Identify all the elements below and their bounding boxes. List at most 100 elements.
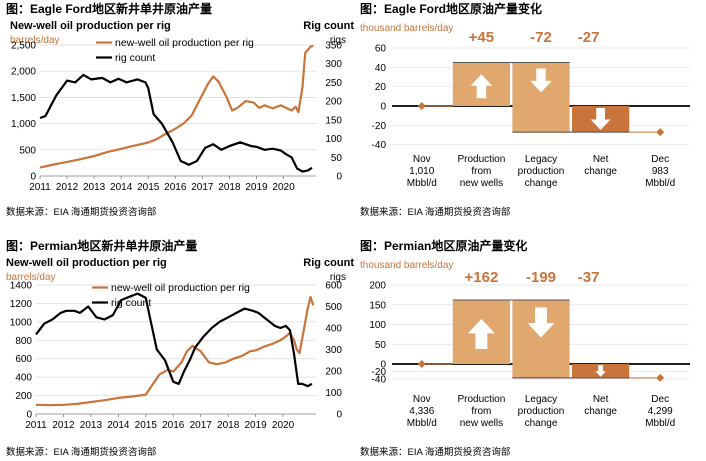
right-tick-label: 500 bbox=[325, 302, 342, 313]
right-tick-label: 250 bbox=[325, 78, 342, 89]
down-arrow-icon bbox=[527, 307, 555, 338]
y-tick-label: 50 bbox=[375, 340, 387, 351]
right-tick-label: 200 bbox=[325, 367, 342, 378]
value-label: -199 bbox=[526, 269, 556, 286]
x-tick-label: 2020 bbox=[272, 182, 295, 193]
category-label: Nov 1,010 Mbbl/d bbox=[407, 154, 437, 189]
category-label: Dec 4,299 Mbbl/d bbox=[645, 394, 675, 429]
x-tick-label: 2015 bbox=[137, 182, 160, 193]
category-label: Net change bbox=[584, 394, 617, 417]
y-tick-label: 200 bbox=[369, 281, 386, 292]
right-axis-title: Rig count bbox=[303, 257, 354, 269]
x-tick-label: 2013 bbox=[83, 182, 106, 193]
y-tick-label: -40 bbox=[372, 140, 387, 151]
x-tick-label: 2014 bbox=[107, 420, 130, 431]
chart-title: 图：Permian地区原油产量变化 bbox=[360, 238, 527, 253]
chart-subtitle: New-well oil production per rig bbox=[6, 257, 167, 269]
x-tick-label: 2020 bbox=[272, 420, 295, 431]
right-tick-label: 600 bbox=[325, 281, 342, 292]
right-axis-unit: rigs bbox=[330, 35, 346, 46]
chart-subtitle: New-well oil production per rig bbox=[10, 20, 171, 32]
start-marker bbox=[417, 360, 426, 368]
x-tick-label: 2014 bbox=[110, 182, 133, 193]
x-tick-label: 2011 bbox=[25, 420, 47, 431]
x-tick-label: 2019 bbox=[244, 420, 267, 431]
x-tick-label: 2018 bbox=[218, 182, 241, 193]
data-source: 数据来源：EIA 海通期货投资咨询部 bbox=[6, 206, 156, 218]
chart-title: 图：Permian地区新井单井原油产量 bbox=[6, 238, 197, 253]
left-tick-label: 200 bbox=[15, 391, 32, 402]
left-tick-label: 1,500 bbox=[11, 93, 36, 104]
right-tick-label: 0 bbox=[336, 172, 342, 183]
down-arrow-icon bbox=[590, 108, 611, 131]
y-tick-label: 20 bbox=[375, 82, 387, 93]
y-tick-label: -20 bbox=[372, 121, 387, 132]
data-source: 数据来源：EIA 海通期货投资咨询部 bbox=[360, 206, 510, 218]
right-tick-label: 350 bbox=[325, 41, 342, 52]
down-arrow-icon bbox=[595, 365, 606, 377]
category-label: Legacy production change bbox=[518, 394, 565, 429]
right-tick-label: 150 bbox=[325, 115, 342, 126]
up-arrow-icon bbox=[470, 74, 493, 99]
x-tick-label: 2015 bbox=[135, 420, 158, 431]
left-tick-label: 0 bbox=[26, 410, 32, 421]
x-tick-label: 2019 bbox=[245, 182, 268, 193]
production-line bbox=[35, 295, 315, 407]
down-arrow-icon bbox=[530, 68, 552, 93]
end-marker bbox=[656, 373, 665, 382]
left-tick-label: 2,000 bbox=[11, 67, 36, 78]
y-tick-label: -20 bbox=[372, 367, 387, 378]
y-tick-label: 60 bbox=[375, 44, 387, 55]
right-tick-label: 100 bbox=[325, 134, 342, 145]
value-label: -72 bbox=[530, 29, 552, 46]
left-tick-label: 500 bbox=[19, 145, 36, 156]
left-tick-label: 1400 bbox=[10, 281, 33, 292]
data-source: 数据来源：EIA 海通期货投资咨询部 bbox=[360, 446, 510, 458]
value-label: -27 bbox=[578, 29, 600, 46]
right-axis-unit: rigs bbox=[330, 272, 346, 283]
left-tick-label: 1000 bbox=[10, 317, 33, 328]
axis-unit: thousand barrels/day bbox=[360, 260, 453, 271]
x-tick-label: 2017 bbox=[191, 182, 214, 193]
right-tick-label: 0 bbox=[336, 410, 342, 421]
y-tick-label: 150 bbox=[369, 300, 386, 311]
x-tick-label: 2018 bbox=[217, 420, 240, 431]
x-tick-label: 2016 bbox=[162, 420, 185, 431]
category-label: Dec 983 Mbbl/d bbox=[645, 154, 675, 189]
x-tick-label: 2017 bbox=[190, 420, 213, 431]
left-axis-unit: barrels/day bbox=[6, 272, 55, 283]
right-tick-label: 300 bbox=[325, 345, 342, 356]
category-label: Production from new wells bbox=[457, 394, 505, 429]
category-label: Legacy production change bbox=[518, 154, 565, 189]
rig-count-line bbox=[35, 292, 313, 388]
chart-title: 图：Eagle Ford地区原油产量变化 bbox=[360, 1, 542, 16]
production-line bbox=[39, 44, 314, 169]
x-tick-label: 2013 bbox=[80, 420, 103, 431]
chart-title: 图：Eagle Ford地区新井单井原油产量 bbox=[6, 1, 212, 16]
right-tick-label: 200 bbox=[325, 97, 342, 108]
end-marker bbox=[656, 128, 665, 137]
right-tick-label: 50 bbox=[331, 153, 343, 164]
value-label: +45 bbox=[469, 29, 494, 46]
left-tick-label: 1200 bbox=[10, 299, 33, 310]
category-label: Nov 4,336 Mbbl/d bbox=[407, 394, 437, 429]
category-label: Net change bbox=[584, 154, 617, 177]
value-label: +162 bbox=[465, 269, 499, 286]
left-tick-label: 600 bbox=[15, 354, 32, 365]
x-tick-label: 2011 bbox=[29, 182, 51, 193]
y-tick-label: -40 bbox=[372, 375, 387, 386]
right-axis-title: Rig count bbox=[303, 20, 354, 32]
left-tick-label: 2,500 bbox=[11, 41, 36, 52]
axis-unit: thousand barrels/day bbox=[360, 23, 453, 34]
y-tick-label: 0 bbox=[380, 360, 386, 371]
x-tick-label: 2012 bbox=[56, 182, 79, 193]
y-tick-label: 100 bbox=[369, 320, 386, 331]
left-tick-label: 1,000 bbox=[11, 119, 36, 130]
right-tick-label: 400 bbox=[325, 324, 342, 335]
left-axis-unit: barrels/day bbox=[10, 35, 59, 46]
legend-rig-label: rig count bbox=[111, 297, 151, 309]
x-tick-label: 2016 bbox=[164, 182, 187, 193]
y-tick-label: 0 bbox=[380, 102, 386, 113]
left-tick-label: 800 bbox=[15, 336, 32, 347]
